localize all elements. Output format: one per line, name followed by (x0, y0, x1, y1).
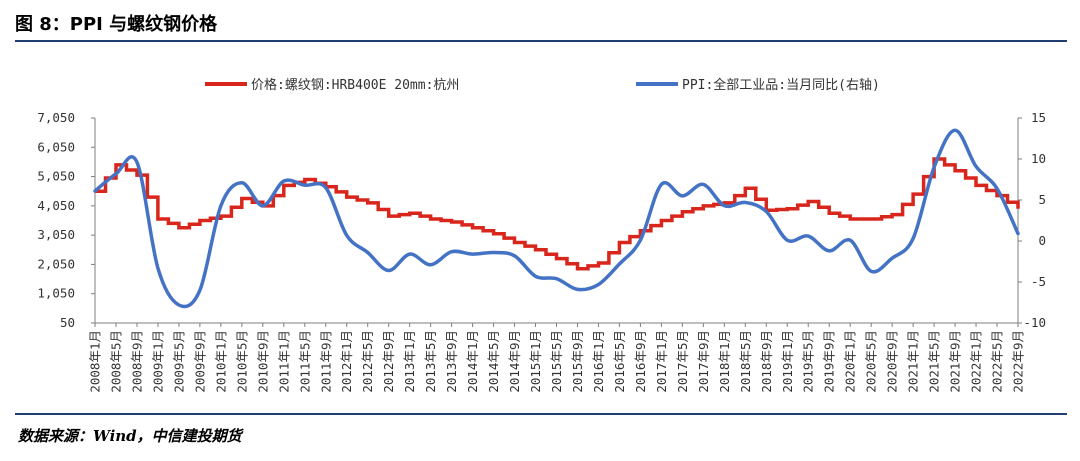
x-tick-label: 2018年5月 (738, 330, 753, 393)
footer-rule (15, 413, 1067, 415)
x-tick-label: 2017年1月 (654, 330, 669, 393)
right-axis: 15 10 5 0 -5 -10 (1018, 110, 1046, 330)
figure-title: 图 8：PPI 与螺纹钢价格 (15, 14, 218, 35)
x-tick-label: 2009年1月 (150, 330, 165, 393)
x-tick-label: 2022年1月 (969, 330, 984, 393)
x-tick-label: 2022年9月 (1011, 330, 1026, 393)
right-tick-label: 0 (1038, 233, 1046, 248)
x-tick-label: 2020年1月 (843, 330, 858, 393)
x-tick-label: 2008年1月 (88, 330, 103, 393)
x-tick-label: 2010年1月 (213, 330, 228, 393)
x-tick-label: 2019年5月 (801, 330, 816, 393)
right-tick-label: 5 (1038, 192, 1046, 207)
x-tick-label: 2013年9月 (444, 330, 459, 393)
x-tick-label: 2012年1月 (339, 330, 354, 393)
series-line-price (95, 157, 1020, 271)
x-tick-label: 2011年9月 (318, 330, 333, 393)
x-tick-label: 2018年9月 (759, 330, 774, 393)
x-tick-label: 2013年5月 (423, 330, 438, 393)
x-tick-label: 2010年9月 (255, 330, 270, 393)
left-tick-label: 6,050 (37, 139, 75, 154)
left-tick-label: 50 (60, 315, 75, 330)
x-tick-label: 2011年5月 (297, 330, 312, 393)
left-tick-label: 3,050 (37, 227, 75, 242)
source-note: 数据来源：Wind，中信建投期货 (18, 427, 242, 445)
x-tick-label: 2011年1月 (276, 330, 291, 393)
left-tick-label: 5,050 (37, 169, 75, 184)
left-tick-label: 2,050 (37, 256, 75, 271)
x-tick-label: 2009年9月 (192, 330, 207, 393)
x-tick-label: 2010年5月 (234, 330, 249, 393)
x-tick-label: 2015年9月 (570, 330, 585, 393)
x-tick-label: 2015年5月 (549, 330, 564, 393)
x-tick-label: 2012年5月 (360, 330, 375, 393)
x-tick-label: 2013年1月 (402, 330, 417, 393)
x-tick-label: 2008年9月 (129, 330, 144, 393)
x-tick-label: 2021年1月 (906, 330, 921, 393)
x-tick-label: 2014年5月 (486, 330, 501, 393)
left-axis: 7,050 6,050 5,050 4,050 3,050 2,050 1,050 50 (37, 110, 95, 330)
left-tick-label: 1,050 (37, 286, 75, 301)
x-tick-label: 2012年9月 (381, 330, 396, 393)
left-tick-label: 4,050 (37, 198, 75, 213)
x-tick-label: 2014年9月 (507, 330, 522, 393)
x-tick-label: 2020年9月 (885, 330, 900, 393)
x-tick-label: 2018年1月 (717, 330, 732, 393)
x-tick-label: 2009年5月 (171, 330, 186, 393)
right-tick-label: -5 (1031, 274, 1046, 289)
title-rule (15, 40, 1067, 42)
series-line-ppi (93, 128, 1020, 309)
right-tick-label: 15 (1031, 110, 1046, 125)
right-tick-label: -10 (1023, 315, 1046, 330)
x-tick-label: 2016年9月 (633, 330, 648, 393)
left-tick-label: 7,050 (37, 110, 75, 125)
x-tick-label: 2017年9月 (696, 330, 711, 393)
x-tick-label: 2015年1月 (528, 330, 543, 393)
x-tick-label: 2021年5月 (927, 330, 942, 393)
x-tick-label: 2019年1月 (780, 330, 795, 393)
x-tick-label: 2022年5月 (990, 330, 1005, 393)
x-tick-label: 2016年5月 (612, 330, 627, 393)
legend-label: 价格:螺纹钢:HRB400E 20mm:杭州 (251, 77, 459, 93)
x-tick-label: 2016年1月 (591, 330, 606, 393)
x-tick-label: 2020年5月 (864, 330, 879, 393)
x-tick-label: 2017年5月 (675, 330, 690, 393)
x-tick-label: 2014年1月 (465, 330, 480, 393)
x-tick-label: 2008年5月 (108, 330, 123, 393)
x-axis: 2008年1月 2008年5月 2008年9月 2009年1月 2009年5月 2009年… (88, 323, 1026, 393)
plot-area (93, 128, 1020, 309)
x-tick-label: 2021年9月 (948, 330, 963, 393)
x-tick-label: 2019年9月 (822, 330, 837, 393)
right-tick-label: 10 (1031, 151, 1046, 166)
legend-label: PPI:全部工业品:当月同比(右轴) (682, 77, 880, 93)
legend: 价格:螺纹钢:HRB400E 20mm:杭州 PPI:全部工业品:当月同比(右轴) (205, 77, 880, 93)
